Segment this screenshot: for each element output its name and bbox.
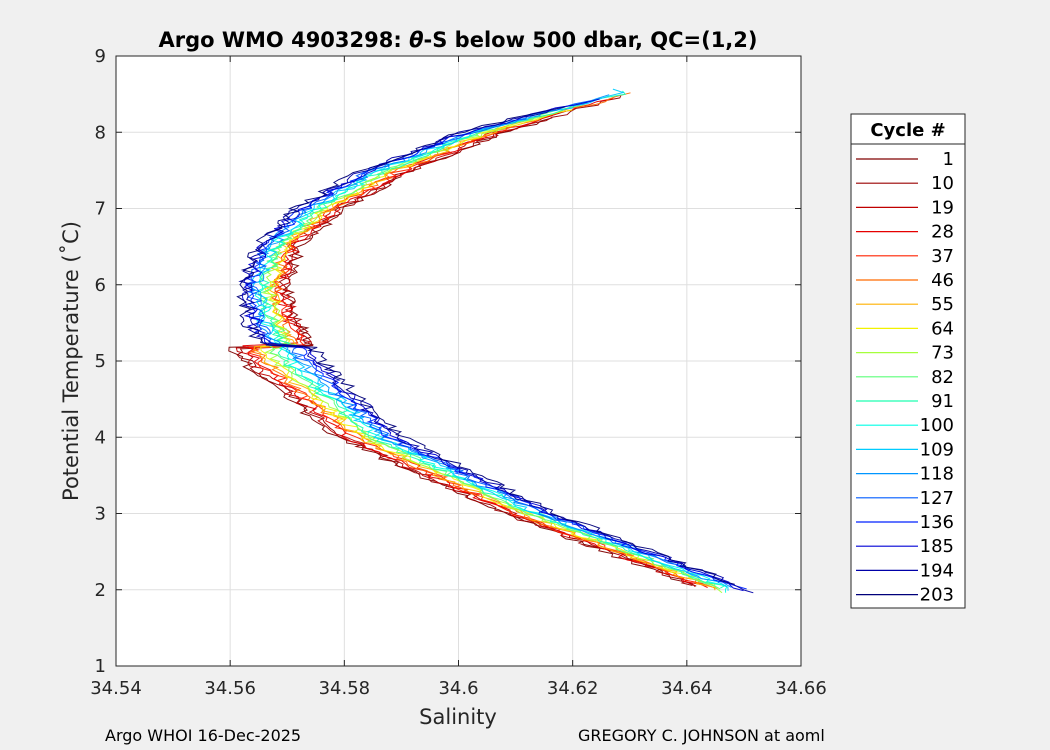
traces (228, 88, 754, 594)
y-tick-label: 8 (95, 122, 106, 143)
x-tick-label: 34.62 (547, 678, 599, 699)
legend-item: 10 (856, 173, 954, 194)
legend-item: 109 (856, 439, 954, 460)
y-tick-label: 3 (95, 504, 106, 525)
legend-item: 100 (856, 415, 954, 436)
legend-items: 1 10 19 28 37 46 55 64 73 82 91 100 109 118 127 136 185 1… (856, 149, 954, 606)
legend-label: 73 (931, 343, 954, 364)
legend-label: 1 (943, 149, 954, 170)
legend-label: 185 (920, 536, 954, 557)
series-line-cycle-194 (238, 108, 754, 594)
y-tick-label: 4 (95, 427, 106, 448)
legend-label: 55 (931, 294, 954, 315)
series-line-cycle-185 (241, 98, 744, 592)
legend-label: 194 (920, 560, 954, 581)
legend-item: 185 (856, 536, 954, 557)
y-tick-label: 9 (95, 46, 106, 67)
legend-box (850, 113, 966, 609)
legend-label: 136 (920, 512, 954, 533)
legend-item: 28 (856, 222, 954, 243)
legend-label: 127 (920, 488, 954, 509)
legend-item: 55 (856, 294, 954, 315)
legend-label: 37 (931, 246, 954, 267)
legend-label: 10 (931, 173, 954, 194)
legend-title: Cycle # (870, 120, 945, 141)
series-line-cycle-1 (228, 117, 697, 587)
legend-item: 194 (856, 560, 954, 581)
legend-item: 1 (856, 149, 954, 170)
chart-title: Argo WMO 4903298: θ-S below 500 dbar, QC… (158, 28, 757, 52)
legend-item: 82 (856, 367, 954, 388)
legend-label: 82 (931, 367, 954, 388)
legend-label: 100 (920, 415, 954, 436)
y-tick-label: 5 (95, 351, 106, 372)
legend-item: 136 (856, 512, 954, 533)
series-line-cycle-64 (260, 109, 717, 588)
x-tick-label: 34.64 (661, 678, 713, 699)
legend-label: 109 (920, 439, 954, 460)
legend-label: 203 (920, 585, 954, 606)
y-tick-label: 7 (95, 199, 106, 220)
x-tick-label: 34.6 (438, 678, 478, 699)
legend-label: 64 (931, 318, 954, 339)
legend-item: 37 (856, 246, 954, 267)
x-tick-label: 34.56 (204, 678, 256, 699)
plot-area: 34.54 34.56 34.58 34.6 34.62 34.64 34.66 1 2 3 4 5 6… (90, 46, 827, 699)
footer-right: GREGORY C. JOHNSON at aoml (578, 726, 825, 745)
x-tick-label: 34.54 (90, 678, 142, 699)
legend-item: 91 (856, 391, 954, 412)
footer-left: Argo WHOI 16-Dec-2025 (105, 726, 301, 745)
x-tick-label: 34.58 (319, 678, 371, 699)
series-line-cycle-82 (259, 103, 721, 590)
legend-label: 91 (931, 391, 954, 412)
y-tick-label: 6 (95, 275, 106, 296)
legend-item: 46 (856, 270, 954, 291)
legend-label: 46 (931, 270, 954, 291)
legend-label: 28 (931, 222, 954, 243)
legend-label: 19 (931, 197, 954, 218)
legend-item: 203 (856, 585, 954, 606)
legend: Cycle # 1 10 19 28 37 46 55 64 73 82 91 100 109 118 12… (850, 113, 966, 609)
legend-label: 118 (920, 464, 954, 485)
y-tick-label: 2 (95, 580, 106, 601)
series-line-cycle-203 (236, 106, 735, 585)
legend-item: 118 (856, 464, 954, 485)
y-axis-label: Potential Temperature (˚C) (59, 221, 83, 501)
x-tick-label: 34.66 (775, 678, 827, 699)
y-tick-label: 1 (95, 656, 106, 677)
ticks: 34.54 34.56 34.58 34.6 34.62 34.64 34.66 1 2 3 4 5 6… (90, 46, 827, 699)
legend-item: 73 (856, 343, 954, 364)
x-axis-label: Salinity (419, 705, 497, 729)
legend-item: 19 (856, 197, 954, 218)
grid (116, 56, 801, 666)
legend-item: 64 (856, 318, 954, 339)
series-line-cycle-91 (258, 90, 727, 589)
legend-item: 127 (856, 488, 954, 509)
